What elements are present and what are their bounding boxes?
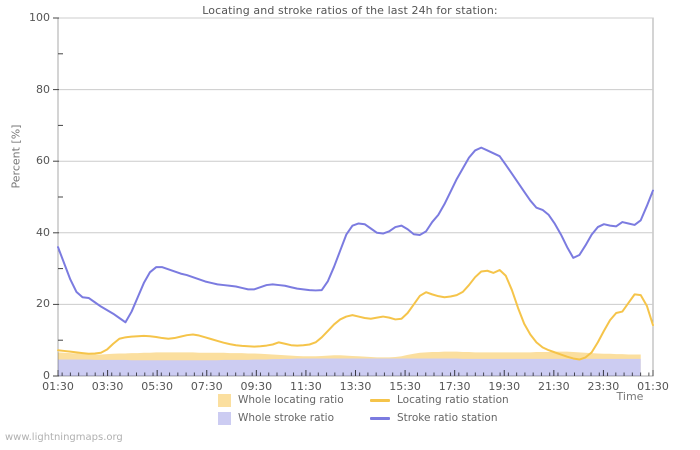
x-tick-label: 21:30 [537, 380, 570, 393]
legend-area-swatch-icon [218, 411, 231, 425]
legend-line-swatch-icon [370, 398, 390, 402]
plot-frame [57, 17, 654, 377]
x-tick-label: 05:30 [141, 380, 173, 393]
legend-item-whole-locating-ratio[interactable]: Whole locating ratio [218, 393, 370, 407]
chart-legend: Whole locating ratio Locating ratio stat… [218, 391, 638, 427]
x-tick-label: 19:30 [488, 380, 521, 393]
y-tick-label: 40 [36, 225, 50, 239]
y-tick-label: 0 [43, 369, 50, 382]
legend-label: Locating ratio station [397, 394, 509, 406]
legend-item-whole-stroke-ratio[interactable]: Whole stroke ratio [218, 411, 370, 425]
legend-item-locating-ratio-station[interactable]: Locating ratio station [370, 394, 538, 406]
legend-area-swatch-icon [218, 393, 231, 407]
x-tick-label: 15:30 [389, 380, 421, 393]
y-tick-label: 20 [36, 297, 50, 311]
series-areas [58, 351, 641, 376]
x-tick-label: 07:30 [190, 380, 223, 393]
watermark: www.lightningmaps.org [5, 432, 123, 443]
x-tick-label: 23:30 [587, 380, 620, 393]
x-tick-label: 09:30 [240, 380, 273, 393]
chart-title: Locating and stroke ratios of the last 2… [202, 4, 498, 17]
legend-item-stroke-ratio-station[interactable]: Stroke ratio station [370, 412, 538, 424]
x-axis-label: Time [616, 390, 644, 403]
legend-label: Stroke ratio station [397, 412, 498, 424]
x-tick-label: 01:30 [42, 380, 74, 393]
legend-label: Whole locating ratio [238, 394, 344, 406]
x-tick-label: 03:30 [91, 380, 124, 393]
x-tick-label: 13:30 [339, 380, 372, 393]
y-tick-label: 80 [36, 82, 50, 96]
x-tick-label: 11:30 [290, 380, 322, 393]
y-tick-label: 100 [29, 11, 50, 24]
series-line [57, 269, 654, 361]
series-area [58, 358, 641, 376]
x-tick-label: 01:30 [637, 380, 669, 393]
legend-line-swatch-icon [370, 416, 390, 420]
x-tick-label: 17:30 [438, 380, 471, 393]
legend-label: Whole stroke ratio [238, 412, 334, 424]
y-tick-label: 60 [36, 154, 50, 168]
series-line [57, 146, 654, 324]
